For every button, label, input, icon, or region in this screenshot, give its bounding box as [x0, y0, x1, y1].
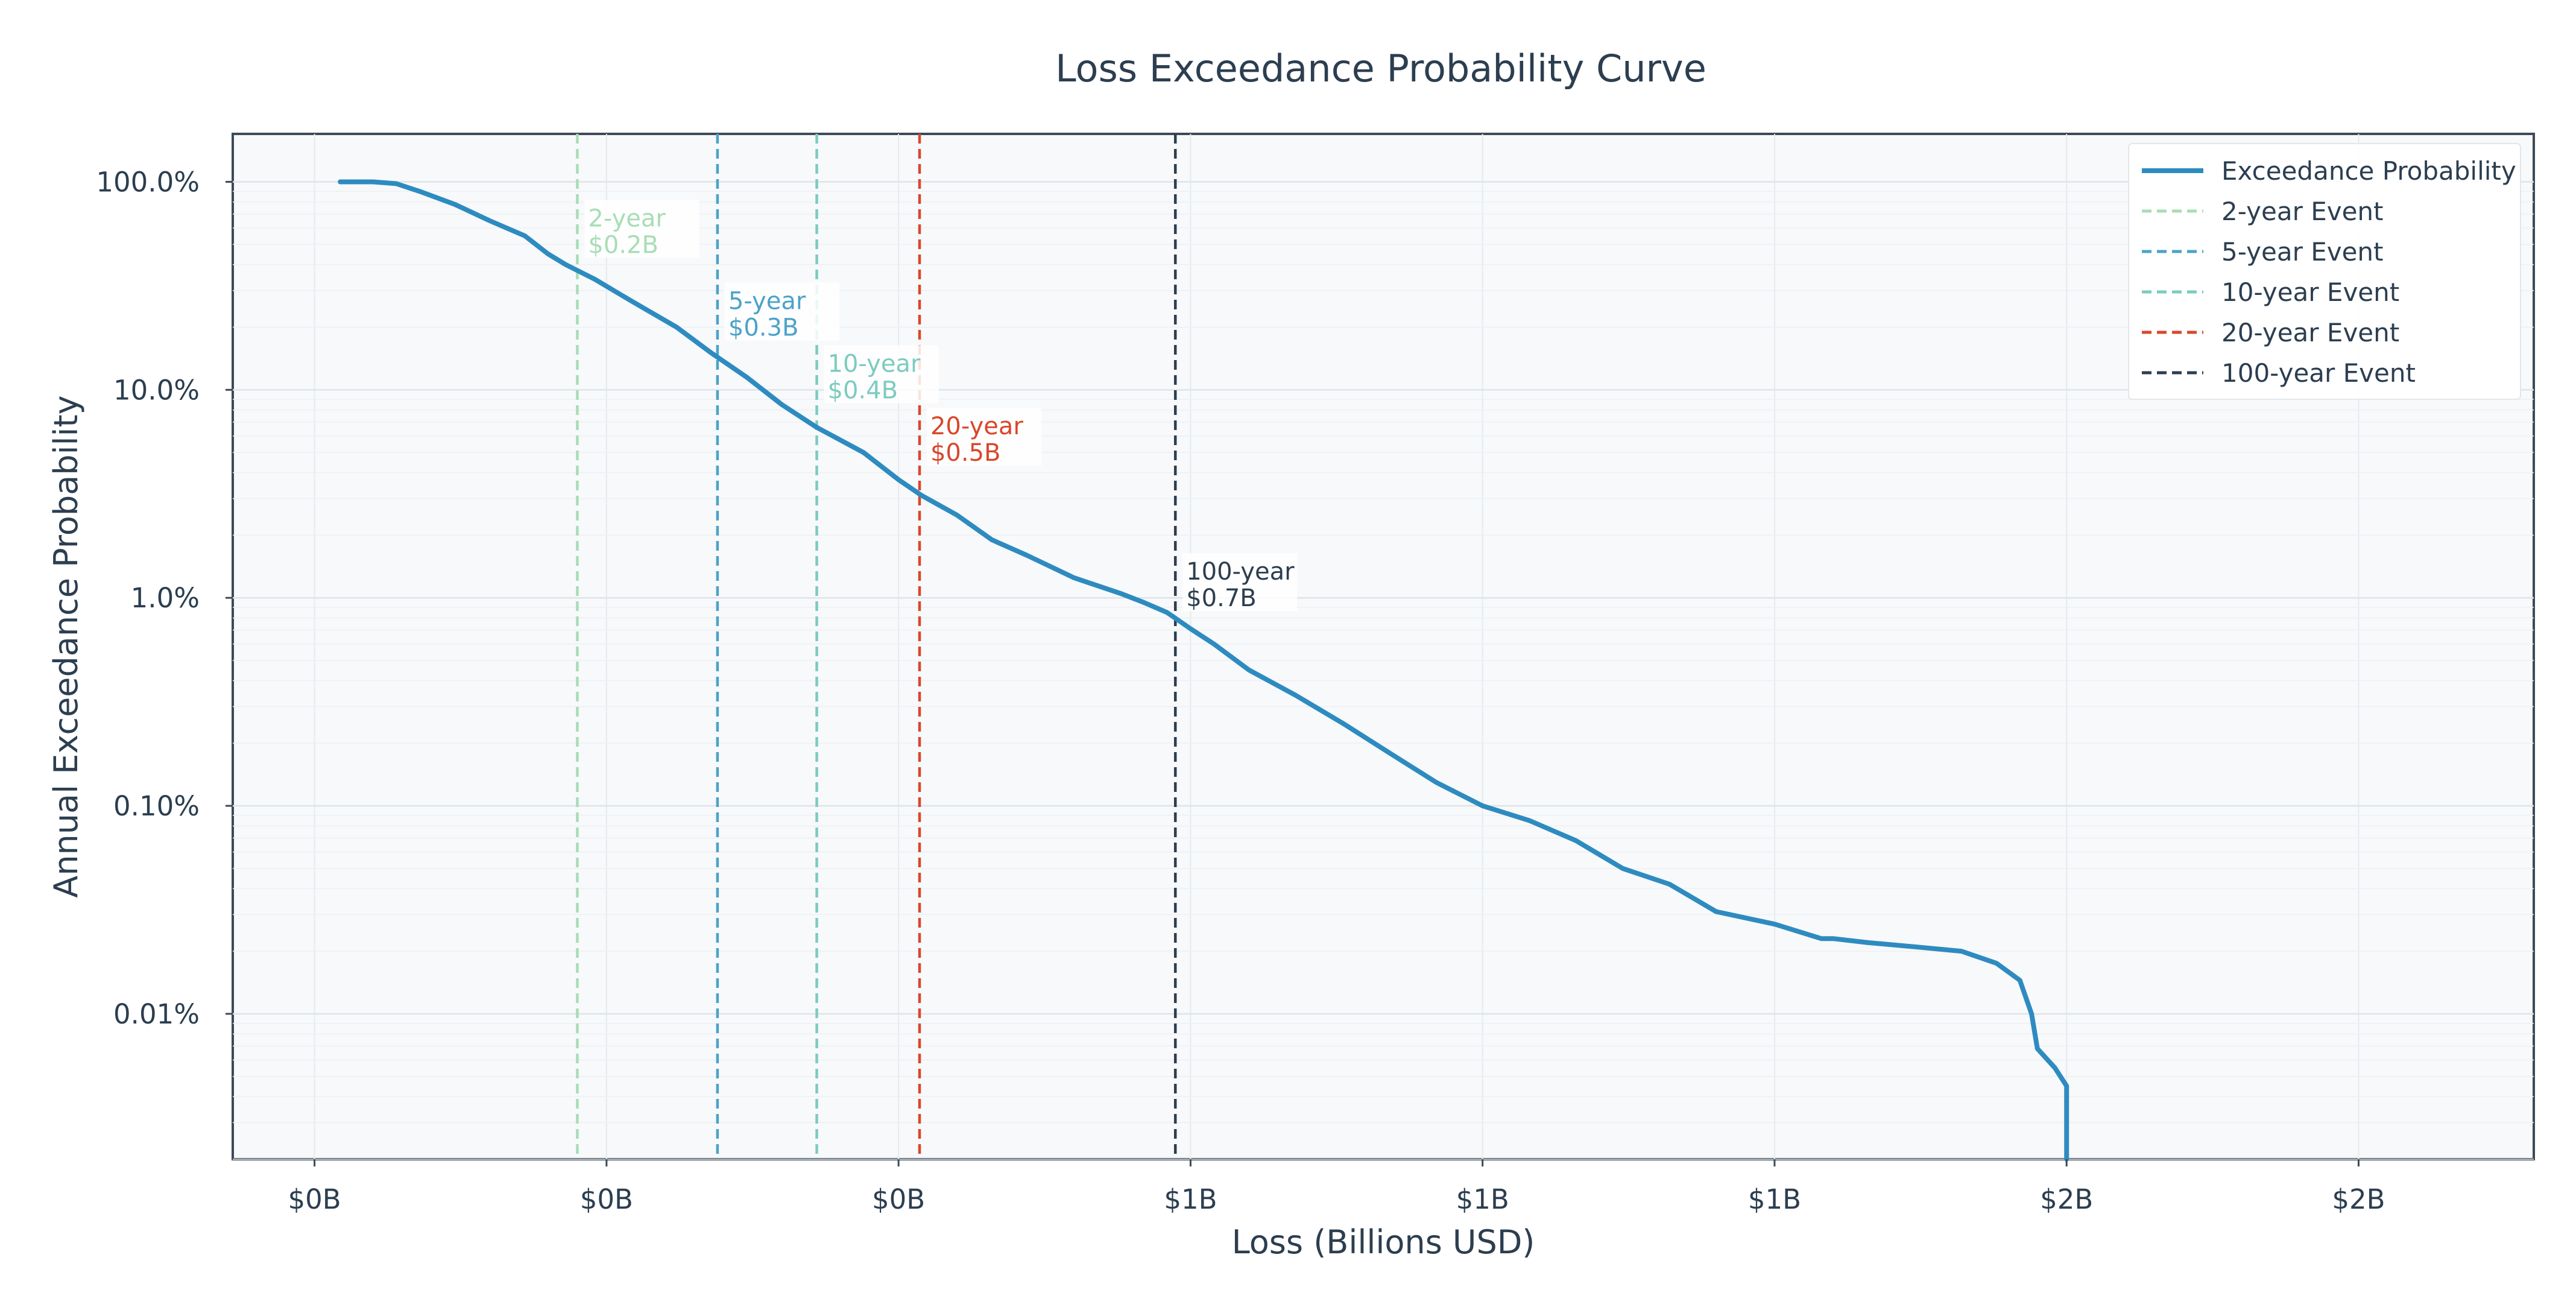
- y-tick-label: 100.0%: [96, 166, 200, 198]
- annotation-label: 100-year: [1186, 558, 1295, 586]
- x-tick-label: $2B: [2040, 1183, 2093, 1215]
- y-tick-label: 1.0%: [131, 582, 200, 614]
- annotation-value: $0.3B: [728, 314, 799, 342]
- legend-label: Exceedance Probability: [2221, 156, 2516, 186]
- annotation-label: 5-year: [728, 288, 806, 315]
- annotation-label: 2-year: [588, 204, 666, 232]
- annotation-background: [1182, 553, 1298, 612]
- x-tick-label: $0B: [872, 1183, 925, 1215]
- event-annotation: 5-year$0.3B: [724, 282, 839, 342]
- x-axis-ticks: $0B $0B $0B $1B $1B $1B $2B $2B: [288, 1159, 2385, 1215]
- y-tick-label: 10.0%: [113, 374, 200, 406]
- event-annotation: 2-year$0.2B: [584, 200, 699, 259]
- legend-label: 100-year Event: [2221, 358, 2416, 388]
- annotation-value: $0.5B: [930, 439, 1001, 467]
- legend-box: [2128, 143, 2521, 400]
- legend-label: 20-year Event: [2221, 318, 2399, 347]
- chart-title: Loss Exceedance Probability Curve: [1055, 46, 1706, 90]
- y-axis-ticks: 100.0% 10.0% 1.0% 0.10% 0.01%: [96, 166, 233, 1030]
- x-tick-label: $0B: [580, 1183, 633, 1215]
- y-axis-label: Annual Exceedance Probability: [47, 395, 85, 897]
- annotation-value: $0.4B: [828, 376, 898, 404]
- annotation-value: $0.2B: [588, 231, 658, 259]
- series-layer: [338, 179, 2069, 1162]
- x-tick-label: $1B: [1748, 1183, 1801, 1215]
- y-tick-label: 0.01%: [113, 998, 200, 1030]
- annotation-background: [724, 282, 839, 341]
- annotation-label: 10-year: [828, 350, 921, 378]
- y-tick-label: 0.10%: [113, 790, 200, 822]
- x-tick-label: $1B: [1164, 1183, 1217, 1215]
- annotation-background: [584, 200, 699, 258]
- x-tick-label: $0B: [288, 1183, 341, 1215]
- annotation-background: [926, 408, 1041, 466]
- event-annotation: 20-year$0.5B: [926, 408, 1041, 467]
- annotation-value: $0.7B: [1186, 584, 1257, 612]
- annotation-background: [824, 345, 939, 403]
- event-annotation: 10-year$0.4B: [824, 345, 939, 404]
- x-tick-label: $2B: [2332, 1183, 2385, 1215]
- event-annotations: 2-year$0.2B5-year$0.3B10-year$0.4B20-yea…: [584, 200, 1298, 612]
- event-annotation: 100-year$0.7B: [1182, 553, 1298, 612]
- annotation-label: 20-year: [930, 413, 1023, 440]
- grid: [233, 134, 2534, 1160]
- x-tick-label: $1B: [1456, 1183, 1509, 1215]
- x-axis-label: Loss (Billions USD): [1232, 1223, 1535, 1261]
- legend: Exceedance Probability 2-year Event 5-year…: [2128, 143, 2521, 400]
- legend-label: 2-year Event: [2221, 197, 2384, 226]
- legend-label: 10-year Event: [2221, 277, 2399, 307]
- exceedance-curve: [338, 179, 2069, 1162]
- legend-label: 5-year Event: [2221, 237, 2384, 267]
